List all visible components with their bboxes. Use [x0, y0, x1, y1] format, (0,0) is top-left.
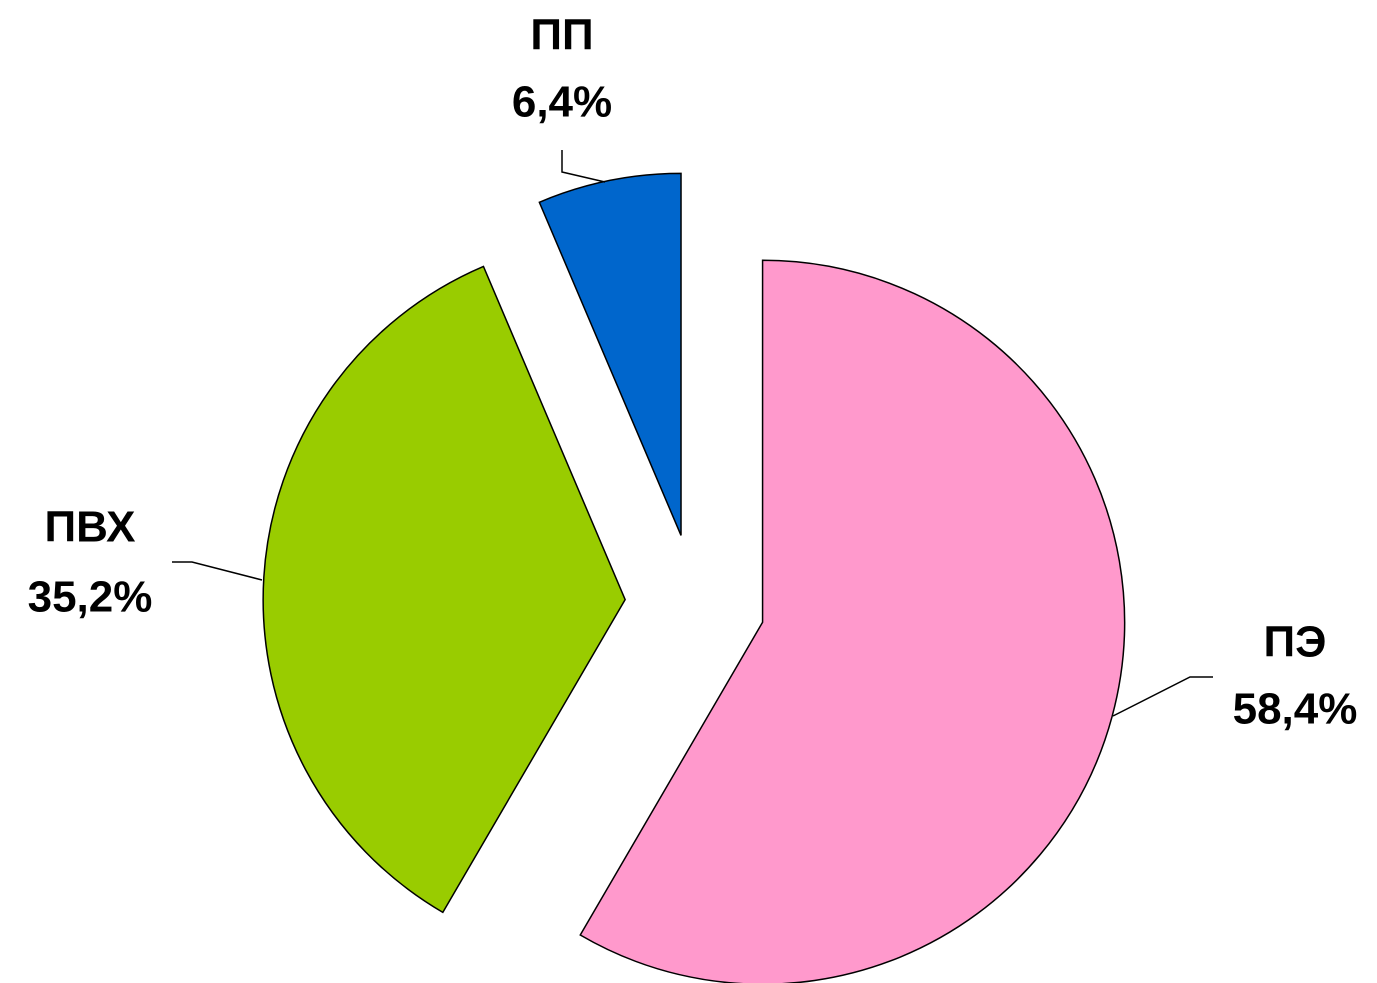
slice-value-label: 6,4% — [512, 78, 612, 127]
leader-line — [561, 150, 606, 183]
slice-value-label: 35,2% — [28, 573, 153, 622]
slice-label: ПЭ — [1264, 618, 1327, 667]
slice-label: ПП — [530, 11, 593, 60]
leader-line — [172, 561, 263, 581]
slice-value-label: 58,4% — [1233, 685, 1358, 734]
leader-line — [1112, 676, 1213, 717]
pie-slice — [579, 259, 1126, 983]
pie-slice — [262, 265, 626, 914]
slice-label: ПВХ — [44, 503, 135, 552]
pie-slice — [538, 172, 682, 536]
